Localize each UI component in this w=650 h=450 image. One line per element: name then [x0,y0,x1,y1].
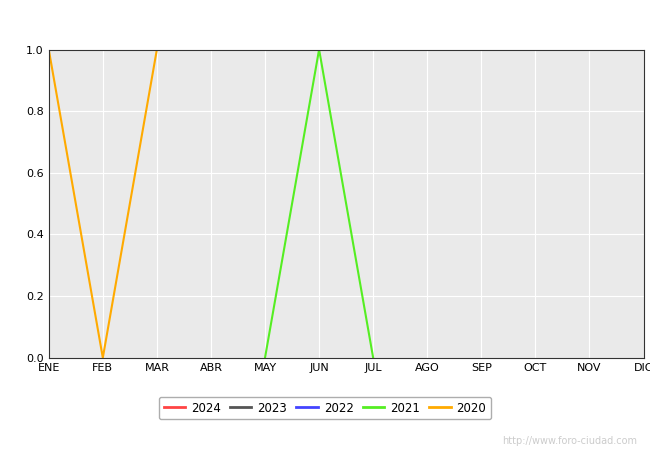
Text: Matriculaciones de Vehiculos en Castejón de las Armas: Matriculaciones de Vehiculos en Castejón… [97,14,553,33]
Legend: 2024, 2023, 2022, 2021, 2020: 2024, 2023, 2022, 2021, 2020 [159,397,491,419]
Text: http://www.foro-ciudad.com: http://www.foro-ciudad.com [502,436,637,446]
